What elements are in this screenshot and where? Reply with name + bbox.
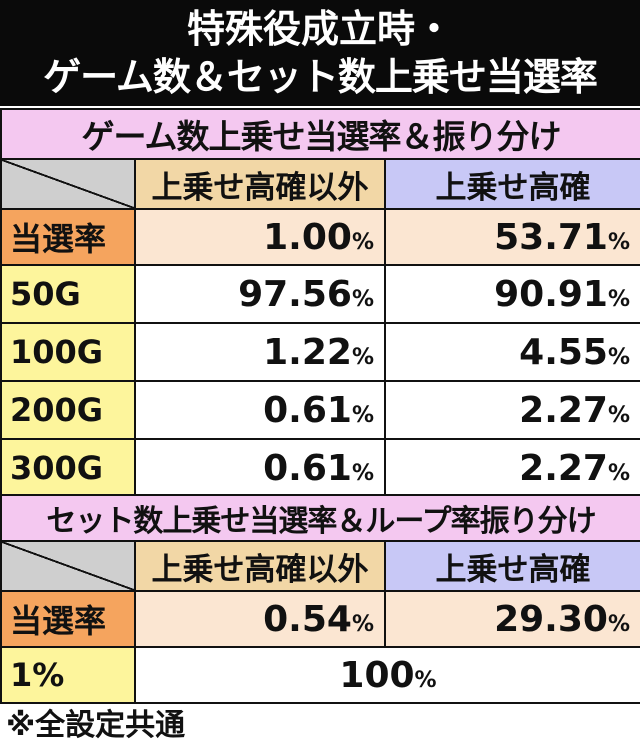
table-row: 1% 100% [0, 646, 640, 704]
row-value-high: 2.27% [383, 380, 640, 440]
row-value-normal: 0.61% [134, 380, 386, 440]
page-title: 特殊役成立時・ ゲーム数＆セット数上乗せ当選率 [0, 0, 640, 106]
row-value-high: 90.91% [383, 264, 640, 324]
row-value-normal: 1.22% [134, 322, 386, 382]
table-row: 50G 97.56% 90.91% [0, 264, 640, 324]
rate-high: 29.30% [384, 590, 640, 648]
col-header-high: 上乗せ高確 [383, 158, 640, 210]
game-count-table: ゲーム数上乗せ当選率＆振り分け 上乗せ高確以外 上乗せ高確 当選率 1.00% … [0, 108, 640, 498]
rate-normal: 1.00% [134, 208, 386, 266]
title-line-1: 特殊役成立時・ [186, 7, 453, 51]
row-value-high: 2.27% [383, 438, 640, 498]
rate-normal: 0.54% [134, 590, 386, 648]
table-row: 100G 1.22% 4.55% [0, 322, 640, 382]
row-value-normal: 97.56% [134, 264, 386, 324]
loop-label: 1% [0, 646, 136, 704]
rate-label: 当選率 [0, 208, 136, 266]
rate-label: 当選率 [0, 590, 136, 648]
row-value-normal: 0.61% [134, 438, 386, 498]
loop-value: 100% [134, 646, 640, 704]
title-line-2: ゲーム数＆セット数上乗せ当選率 [43, 55, 598, 99]
row-value-high: 4.55% [383, 322, 640, 382]
set-count-table: セット数上乗せ当選率＆ループ率振り分け 上乗せ高確以外 上乗せ高確 当選率 0.… [0, 494, 640, 704]
row-label: 300G [0, 438, 136, 498]
corner-cell [0, 540, 136, 592]
row-label: 200G [0, 380, 136, 440]
footnote: ※全設定共通 [6, 708, 186, 743]
table-row: 200G 0.61% 2.27% [0, 380, 640, 440]
game-table-header: ゲーム数上乗せ当選率＆振り分け [0, 108, 640, 160]
table-row: 300G 0.61% 2.27% [0, 438, 640, 498]
col-header-normal: 上乗せ高確以外 [134, 158, 386, 210]
rate-high: 53.71% [383, 208, 640, 266]
corner-cell [0, 158, 136, 210]
row-label: 100G [0, 322, 136, 382]
col-header-high: 上乗せ高確 [384, 540, 640, 592]
col-header-normal: 上乗せ高確以外 [134, 540, 386, 592]
row-label: 50G [0, 264, 136, 324]
set-table-header: セット数上乗せ当選率＆ループ率振り分け [0, 494, 640, 542]
